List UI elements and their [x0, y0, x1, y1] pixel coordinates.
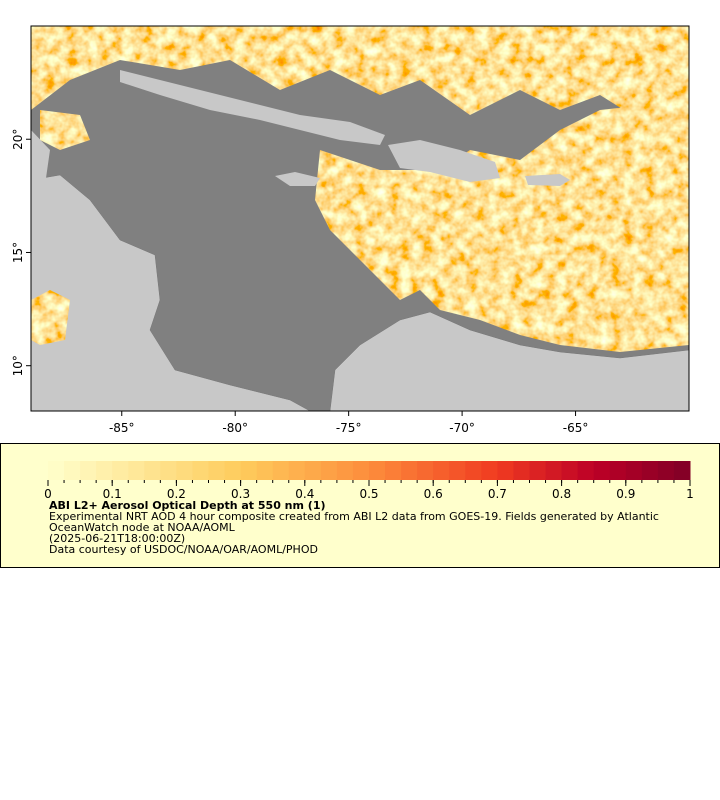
colorbar-swatch	[577, 461, 595, 480]
hispaniola	[388, 140, 500, 182]
colorbar-swatch	[529, 461, 547, 480]
colorbar-swatch	[240, 461, 258, 480]
colorbar-swatch	[192, 461, 209, 480]
colorbar-swatch	[385, 461, 402, 480]
colorbar-swatch	[112, 461, 129, 480]
x-tick-label: -75°	[336, 421, 362, 435]
colorbar-tick-label: 0.2	[167, 487, 186, 500]
central-america	[31, 174, 311, 411]
legend-text: ABI L2+ Aerosol Optical Depth at 550 nm …	[49, 500, 689, 555]
colorbar-swatch	[208, 461, 226, 480]
colorbar-tick-label: 0.7	[488, 487, 507, 500]
colorbar-swatch	[144, 461, 161, 480]
colorbar-swatch	[128, 461, 145, 480]
colorbar-tick-label: 1	[686, 487, 694, 500]
map-frame	[30, 25, 690, 412]
colorbar-swatch	[625, 461, 643, 480]
puerto-rico	[525, 174, 570, 186]
colorbar-swatch	[304, 461, 322, 480]
colorbar-tick-label: 0.5	[359, 487, 378, 500]
colorbar: 0 0.1 0.2 0.3 0.4 0.5 0.6 0.7 0.8 0.9 1	[44, 461, 694, 500]
colorbar-swatch	[64, 461, 81, 480]
colorbar-swatch	[673, 461, 691, 480]
colorbar-swatch	[352, 461, 370, 480]
colorbar-swatch	[176, 461, 193, 480]
colorbar-swatch	[609, 461, 627, 480]
colorbar-swatch	[465, 461, 482, 480]
colorbar-tick-label: 0.1	[103, 487, 122, 500]
colorbar-swatch	[272, 461, 290, 480]
colorbar-swatch	[433, 461, 450, 480]
jamaica	[275, 172, 320, 186]
colorbar-swatch	[401, 461, 418, 480]
colorbar-swatch	[336, 461, 354, 480]
south-america	[329, 311, 689, 411]
colorbar-swatch	[545, 461, 563, 480]
colorbar-swatch	[80, 461, 97, 480]
colorbar-swatch	[256, 461, 274, 480]
legend-description: Experimental NRT AOD 4 hour composite cr…	[49, 510, 659, 534]
colorbar-swatch	[641, 461, 659, 480]
x-tick-label: -65°	[563, 421, 589, 435]
colorbar-swatch	[417, 461, 434, 480]
y-tick-label: 15°	[11, 242, 25, 263]
aerosol-field	[31, 26, 689, 352]
colorbar-swatch	[657, 461, 675, 480]
colorbar-swatch	[561, 461, 579, 480]
x-tick-label: -70°	[449, 421, 475, 435]
legend-time: (2025-06-21T18:00:00Z)	[49, 532, 186, 545]
colorbar-swatch	[288, 461, 306, 480]
y-tick-label: 20°	[11, 129, 25, 150]
colorbar-swatch	[481, 461, 498, 480]
y-tick-label: 10°	[11, 355, 25, 376]
colorbar-tick-label: 0.3	[231, 487, 250, 500]
x-tick-label: -80°	[222, 421, 248, 435]
colorbar-tick-label: 0.4	[295, 487, 314, 500]
colorbar-swatch	[497, 461, 514, 480]
legend-title: ABI L2+ Aerosol Optical Depth at 550 nm …	[49, 499, 326, 512]
colorbar-swatch	[593, 461, 611, 480]
legend: 0 0.1 0.2 0.3 0.4 0.5 0.6 0.7 0.8 0.9 1 ABI L2+ Ae…	[0, 443, 720, 568]
colorbar-tick-label: 0.6	[424, 487, 443, 500]
yucatan	[31, 130, 50, 190]
colorbar-swatch	[369, 461, 386, 480]
colorbar-tick-label: 0	[44, 487, 52, 500]
colorbar-swatch	[320, 461, 338, 480]
cuba	[120, 70, 385, 145]
map-figure: -85° -80° -75° -70° -65° 10° 15° 20°	[11, 25, 690, 435]
colorbar-swatch	[160, 461, 177, 480]
map-content	[31, 26, 689, 411]
colorbar-swatch	[449, 461, 466, 480]
colorbar-tick-label: 0.8	[552, 487, 571, 500]
colorbar-swatch	[224, 461, 242, 480]
legend-credit: Data courtesy of USDOC/NOAA/OAR/AOML/PHO…	[49, 543, 318, 556]
colorbar-swatch	[96, 461, 113, 480]
x-tick-label: -85°	[109, 421, 135, 435]
colorbar-swatch	[513, 461, 530, 480]
colorbar-swatch	[48, 461, 65, 480]
colorbar-tick-label: 0.9	[616, 487, 635, 500]
